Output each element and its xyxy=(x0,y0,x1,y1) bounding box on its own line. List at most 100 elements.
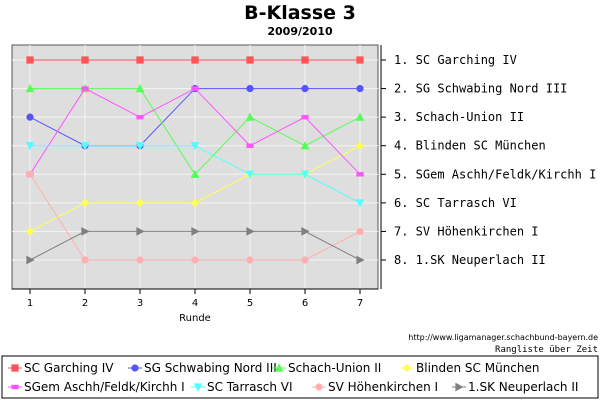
legend-marker xyxy=(131,364,139,372)
legend-item: SC Tarrasch VI xyxy=(191,380,293,394)
legend-label: SC Garching IV xyxy=(24,361,114,375)
legend-marker xyxy=(274,363,284,372)
data-point xyxy=(26,56,34,64)
data-point xyxy=(191,56,199,64)
data-point xyxy=(300,140,310,150)
legend-marker xyxy=(315,383,323,391)
legend-label: Schach-Union II xyxy=(288,361,381,375)
legend: SC Garching IV SG Schwabing Nord III Schac… xyxy=(8,361,578,394)
data-point xyxy=(301,256,309,264)
rank-label: 7. SV Höhenkirchen I xyxy=(394,224,539,238)
data-point xyxy=(355,199,365,208)
data-point xyxy=(191,86,199,91)
data-point xyxy=(245,170,255,180)
data-point xyxy=(246,84,254,93)
rank-label: 8. 1.SK Neuperlach II xyxy=(394,253,546,267)
data-point xyxy=(135,83,145,93)
rank-label: 6. SC Tarrasch VI xyxy=(394,196,517,210)
data-point xyxy=(356,56,364,64)
rank-labels: 1. SC Garching IV 2. SG Schwabing Nord II… xyxy=(381,53,596,267)
x-axis-label: Runde xyxy=(179,313,211,324)
data-point xyxy=(135,142,145,151)
x-tick-label: 1 xyxy=(27,298,33,309)
data-point xyxy=(300,170,310,180)
chart-subtitle: 2009/2010 xyxy=(267,25,333,38)
legend-item: SGem Aschh/Feldk/Kirchh I xyxy=(8,380,185,394)
data-point xyxy=(245,112,255,121)
data-point xyxy=(136,227,145,236)
rank-label: 3. Schach-Union II xyxy=(394,110,524,124)
x-tick-label: 5 xyxy=(247,298,253,309)
data-point xyxy=(135,198,145,208)
data-point xyxy=(356,227,364,236)
data-point xyxy=(26,170,34,178)
data-point xyxy=(246,256,254,264)
data-point xyxy=(81,256,89,264)
legend-label: SG Schwabing Nord III xyxy=(144,361,277,375)
data-point xyxy=(246,143,254,148)
data-point xyxy=(26,113,34,121)
legend-item: Schach-Union II xyxy=(272,361,381,375)
data-point xyxy=(190,198,200,208)
data-point xyxy=(136,114,144,120)
legend-marker xyxy=(11,364,19,372)
rank-label: 2. SG Schwabing Nord III xyxy=(394,82,567,96)
legend-marker xyxy=(11,384,19,390)
x-tick-label: 6 xyxy=(302,298,308,309)
series-layer xyxy=(25,56,365,265)
data-point xyxy=(246,227,255,236)
legend-item: SC Garching IV xyxy=(8,361,114,375)
x-tick-label: 2 xyxy=(82,298,88,309)
series-6 xyxy=(25,142,365,208)
series-1 xyxy=(26,56,364,64)
rank-label: 4. Blinden SC München xyxy=(394,139,546,153)
data-point xyxy=(190,169,200,178)
data-point xyxy=(25,227,35,236)
rank-label: 1. SC Garching IV xyxy=(394,53,517,67)
data-point xyxy=(301,84,309,93)
legend-item: Blinden SC München xyxy=(400,361,540,375)
data-point xyxy=(191,227,200,236)
legend-box xyxy=(1,355,599,399)
data-point xyxy=(136,256,144,264)
data-point xyxy=(190,142,200,151)
legend-label: SGem Aschh/Feldk/Kirchh I xyxy=(24,380,185,394)
rank-label: 5. SGem Aschh/Feldk/Kirchh I xyxy=(394,167,596,181)
legend-label: SC Tarrasch VI xyxy=(207,380,293,394)
data-point xyxy=(80,198,90,208)
legend-item: 1.SK Neuperlach II xyxy=(452,380,578,394)
chart-title: B-Klasse 3 xyxy=(244,2,356,24)
x-tick-label: 7 xyxy=(357,298,363,309)
series-7 xyxy=(26,170,364,264)
data-point xyxy=(81,227,90,236)
data-point xyxy=(246,56,254,64)
data-point xyxy=(356,255,365,265)
data-point xyxy=(25,142,35,151)
data-point xyxy=(26,255,35,265)
data-point xyxy=(81,56,89,64)
data-point xyxy=(301,227,310,236)
legend-marker xyxy=(402,363,412,373)
data-point xyxy=(25,83,35,93)
legend-item: SV Höhenkirchen I xyxy=(312,380,438,394)
legend-marker xyxy=(193,383,203,392)
legend-marker xyxy=(455,382,464,392)
ranking-caption: Rangliste über Zeit xyxy=(495,345,598,355)
x-axis-ticks: 1 2 3 4 5 6 7 xyxy=(27,289,363,309)
data-point xyxy=(301,56,309,64)
legend-label: SV Höhenkirchen I xyxy=(328,380,438,394)
data-point xyxy=(80,142,90,151)
data-point xyxy=(191,256,199,264)
legend-label: 1.SK Neuperlach II xyxy=(468,380,578,394)
x-tick-label: 4 xyxy=(192,298,198,309)
data-point xyxy=(355,112,365,121)
source-url: http://www.ligamanager.schachbund-bayern… xyxy=(408,333,598,342)
data-point xyxy=(355,141,365,151)
data-point xyxy=(136,56,144,64)
series-8 xyxy=(26,227,365,265)
legend-label: Blinden SC München xyxy=(416,361,540,375)
data-point xyxy=(301,114,309,120)
data-point xyxy=(81,86,89,91)
legend-item: SG Schwabing Nord III xyxy=(128,361,277,375)
